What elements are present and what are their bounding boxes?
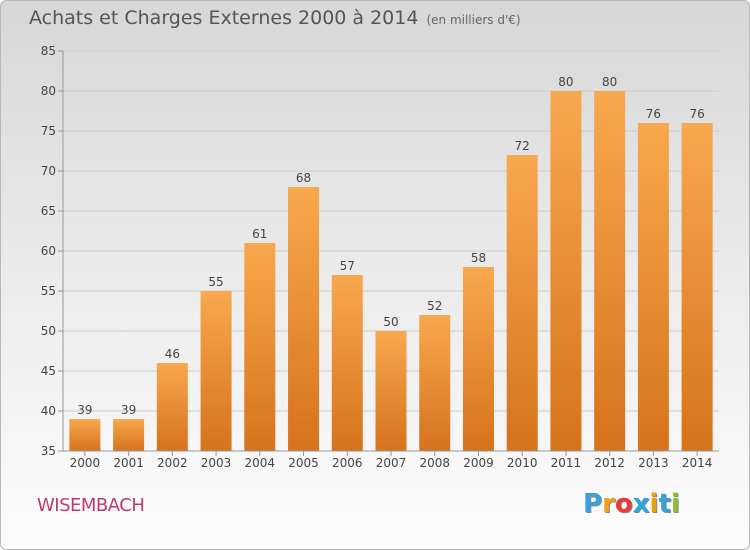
bar xyxy=(113,419,145,451)
x-tick-label: 2014 xyxy=(682,456,713,470)
data-label: 39 xyxy=(77,403,92,417)
bar xyxy=(375,331,407,451)
x-tick-label: 2002 xyxy=(157,456,188,470)
logo-letter: x xyxy=(632,489,650,519)
chart-subtitle: (en milliers d'€) xyxy=(426,13,521,27)
bar xyxy=(419,315,451,451)
logo-letter: i xyxy=(649,489,659,519)
y-tick-label: 65 xyxy=(41,204,56,218)
bar xyxy=(637,123,669,451)
y-tick-label: 45 xyxy=(41,364,56,378)
data-label: 39 xyxy=(121,403,136,417)
y-tick-label: 40 xyxy=(41,404,56,418)
data-label: 58 xyxy=(471,251,486,265)
x-tick-label: 2006 xyxy=(332,456,363,470)
x-tick-label: 2004 xyxy=(245,456,276,470)
bars: 39 39 46 55 61 68 57 50 52 58 72 80 80 76 76 xyxy=(69,75,713,451)
data-label: 76 xyxy=(646,107,661,121)
x-tick-label: 2003 xyxy=(201,456,232,470)
data-label: 76 xyxy=(689,107,704,121)
bar xyxy=(331,275,363,451)
data-label: 55 xyxy=(208,275,223,289)
data-label: 80 xyxy=(558,75,573,89)
logo-letter: P xyxy=(583,489,603,519)
y-tick-label: 75 xyxy=(41,124,56,138)
y-tick-label: 35 xyxy=(41,444,56,458)
y-tick-label: 80 xyxy=(41,84,56,98)
x-axis: 2000 2001 2002 2003 2004 2005 2006 2007 2008 2009… xyxy=(63,450,719,470)
logo-letter: o xyxy=(614,489,633,519)
x-tick-label: 2005 xyxy=(288,456,319,470)
logo-letter: i xyxy=(670,489,680,519)
chart-title: Achats et Charges Externes 2000 à 2014 (e… xyxy=(29,7,521,29)
x-tick-label: 2013 xyxy=(638,456,669,470)
bar xyxy=(200,291,232,451)
chart-title-text: Achats et Charges Externes 2000 à 2014 xyxy=(29,7,419,29)
bar xyxy=(681,123,713,451)
logo-letter: r xyxy=(602,489,615,519)
bar xyxy=(156,363,188,451)
x-tick-label: 2007 xyxy=(376,456,407,470)
proxiti-logo: Proxiti xyxy=(583,489,680,519)
bar xyxy=(506,155,538,451)
data-label: 46 xyxy=(165,347,180,361)
data-label: 50 xyxy=(383,315,398,329)
x-tick-label: 2010 xyxy=(507,456,538,470)
y-tick-label: 55 xyxy=(41,284,56,298)
bar xyxy=(550,91,582,451)
data-label: 61 xyxy=(252,227,267,241)
y-tick-label: 60 xyxy=(41,244,56,258)
x-tick-label: 2000 xyxy=(70,456,101,470)
bar xyxy=(462,267,494,451)
data-label: 68 xyxy=(296,171,311,185)
x-tick-label: 2008 xyxy=(419,456,450,470)
data-label: 57 xyxy=(340,259,355,273)
data-label: 72 xyxy=(515,139,530,153)
bar xyxy=(288,187,320,451)
x-tick-label: 2001 xyxy=(113,456,144,470)
bar xyxy=(69,419,101,451)
y-axis: 35 40 45 50 55 60 65 70 75 80 85 xyxy=(41,44,64,458)
commune-name: WISEMBACH xyxy=(37,495,145,516)
bar xyxy=(244,243,276,451)
logo-letter: t xyxy=(658,489,671,519)
data-label: 52 xyxy=(427,299,442,313)
x-tick-label: 2009 xyxy=(463,456,494,470)
y-tick-label: 70 xyxy=(41,164,56,178)
bar xyxy=(594,91,626,451)
x-tick-label: 2012 xyxy=(594,456,625,470)
y-tick-label: 50 xyxy=(41,324,56,338)
x-tick-label: 2011 xyxy=(551,456,582,470)
y-tick-label: 85 xyxy=(41,44,56,58)
data-label: 80 xyxy=(602,75,617,89)
